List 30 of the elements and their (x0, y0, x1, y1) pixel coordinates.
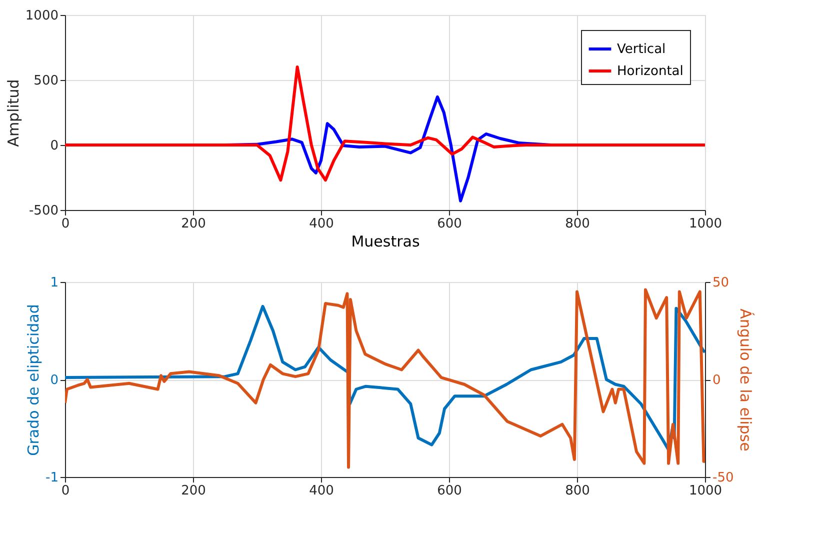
x-tick-label: 800 (565, 484, 590, 498)
y-axis-title: Grado de elipticidad (24, 304, 43, 456)
y-tick-label: 0 (50, 373, 58, 388)
x-tick-label: 200 (181, 484, 206, 498)
x-tick-label: 600 (437, 484, 462, 498)
x-tick-label: 800 (565, 216, 590, 232)
x-tick-label: 400 (309, 216, 334, 232)
x-axis-title: Muestras (351, 232, 420, 250)
y2-tick-label: -50 (712, 470, 734, 486)
legend-label: Vertical (617, 42, 666, 57)
y-tick-label: 0 (50, 138, 58, 154)
y-tick-label: 500 (34, 74, 58, 88)
x-tick-label: 0 (61, 484, 70, 498)
x-tick-label: 200 (181, 216, 206, 232)
legend-label: Horizontal (617, 64, 684, 79)
y-tick-label: 1 (50, 276, 58, 290)
x-tick-label: 1000 (688, 484, 722, 498)
y2-axis-title: Ángulo de la elipse (736, 308, 755, 452)
x-tick-label: 1000 (688, 216, 722, 232)
y-tick-label: -500 (28, 204, 58, 218)
y-axis-title: Amplitud (4, 79, 22, 147)
line-series (65, 288, 705, 469)
line-series (65, 66, 705, 182)
x-tick-label: 600 (437, 216, 462, 232)
y2-tick-label: 50 (712, 276, 730, 290)
x-tick-label: 0 (61, 216, 70, 232)
y2-tick-label: 0 (712, 373, 721, 388)
y-tick-label: 1000 (25, 8, 58, 24)
x-tick-label: 400 (309, 484, 334, 498)
y-tick-label: -1 (46, 470, 58, 486)
